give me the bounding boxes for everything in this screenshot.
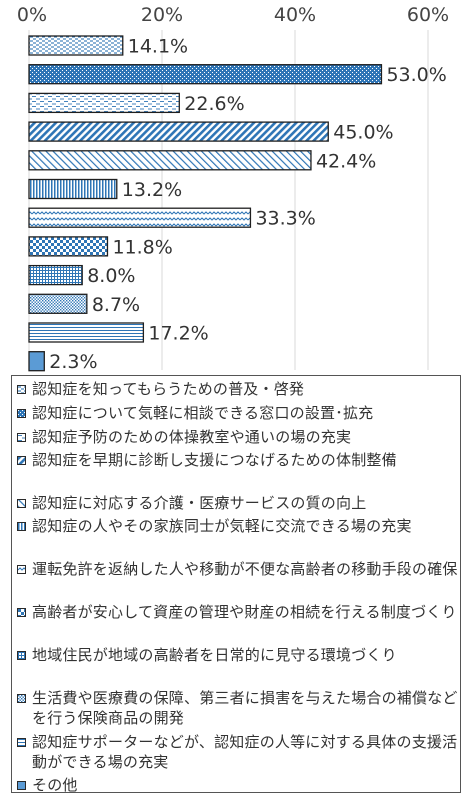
value-label: 53.0%	[386, 64, 446, 86]
legend-label: 認知症を早期に診断し支援につなげるための体制整備	[32, 451, 397, 469]
legend-item: 認知症サポーターなどが、認知症の人等に対する具体の支援活動ができる場の充実	[12, 733, 460, 772]
value-label: 11.8%	[112, 236, 172, 258]
legend-swatch	[17, 522, 26, 531]
bar	[28, 150, 312, 171]
bar	[28, 207, 252, 228]
legend-item: 認知症の人やその家族同士が気軽に交流できる場の充実	[12, 517, 460, 537]
legend-label: 生活費や医療費の保障、第三者に損害を与えた場合の補償などを行う保険商品の開発	[32, 689, 458, 727]
x-tick-label: 20%	[141, 4, 183, 26]
legend-item: 高齢者が安心して資産の管理や財産の相続を行える制度づくり	[12, 603, 460, 623]
bar	[28, 178, 118, 200]
legend: 認知症を知ってもらうための普及・啓発認知症について気軽に相談できる窓口の設置･拡…	[11, 375, 461, 796]
legend-swatch	[17, 781, 26, 790]
bar	[28, 322, 145, 343]
legend-item: 認知症に対応する介護・医療サービスの質の向上	[12, 494, 460, 514]
value-label: 14.1%	[128, 36, 188, 58]
bar-chart: 0% 20% 40% 60% 14.1% 53.0% 22.6% 45.0% 42.4% 13.…	[17, 4, 449, 374]
legend-swatch	[17, 433, 26, 442]
bar	[28, 351, 45, 372]
bar	[28, 264, 83, 286]
legend-swatch	[17, 456, 26, 465]
legend-item: その他	[12, 776, 460, 796]
x-axis-ticks: 0% 20% 40% 60%	[17, 4, 449, 26]
legend-item: 地域住民が地域の高齢者を日常的に見守る環境づくり	[12, 646, 460, 666]
value-label: 8.7%	[92, 294, 140, 316]
legend-label: 認知症予防のための体操教室や通いの場の充実	[32, 428, 352, 446]
legend-item: 認知症を早期に診断し支援につなげるための体制整備	[12, 451, 460, 471]
legend-label: 認知症の人やその家族同士が気軽に交流できる場の充実	[32, 517, 412, 535]
legend-label: 運転免許を返納した人や移動が不便な高齢者の移動手段の確保	[32, 560, 458, 578]
legend-swatch	[17, 409, 26, 418]
legend-item: 運転免許を返納した人や移動が不便な高齢者の移動手段の確保	[12, 560, 460, 580]
legend-label: 認知症に対応する介護・医療サービスの質の向上	[32, 494, 367, 512]
value-label: 33.3%	[255, 208, 315, 230]
value-label: 13.2%	[122, 179, 182, 201]
legend-swatch	[17, 385, 26, 394]
value-labels: 14.1% 53.0% 22.6% 45.0% 42.4% 13.2% 33.3% 11.8%…	[49, 36, 447, 374]
value-label: 45.0%	[333, 122, 393, 144]
legend-item: 認知症予防のための体操教室や通いの場の充実	[12, 428, 460, 448]
legend-item: 認知症について気軽に相談できる窓口の設置･拡充	[12, 404, 460, 424]
legend-label: 認知症を知ってもらうための普及・啓発	[32, 380, 305, 398]
legend-swatch	[17, 565, 26, 574]
bar	[28, 35, 124, 56]
bar	[28, 293, 88, 314]
value-label: 42.4%	[316, 150, 376, 172]
bar	[28, 64, 383, 85]
legend-swatch	[17, 738, 26, 747]
legend-label: 高齢者が安心して資産の管理や財産の相続を行える制度づくり	[32, 603, 457, 621]
legend-item: 認知症を知ってもらうための普及・啓発	[12, 380, 460, 400]
x-tick-label: 40%	[274, 4, 316, 26]
value-label: 2.3%	[49, 351, 97, 373]
legend-label: 地域住民が地域の高齢者を日常的に見守る環境づくり	[32, 646, 397, 664]
bar	[28, 92, 180, 114]
bar	[28, 236, 109, 257]
legend-swatch	[17, 608, 26, 617]
x-tick-label: 60%	[407, 4, 449, 26]
legend-item: 生活費や医療費の保障、第三者に損害を与えた場合の補償などを行う保険商品の開発	[12, 689, 460, 728]
legend-label: 認知症サポーターなどが、認知症の人等に対する具体の支援活動ができる場の充実	[32, 733, 458, 771]
bars	[28, 35, 383, 372]
x-tick-label: 0%	[17, 4, 47, 26]
bar	[28, 121, 329, 142]
value-label: 8.0%	[87, 265, 135, 287]
value-label: 22.6%	[184, 93, 244, 115]
legend-label: 認知症について気軽に相談できる窓口の設置･拡充	[32, 404, 374, 422]
legend-swatch	[17, 499, 26, 508]
legend-swatch	[17, 651, 26, 660]
legend-swatch	[17, 694, 26, 703]
legend-label: その他	[32, 776, 78, 794]
value-label: 17.2%	[148, 323, 208, 345]
